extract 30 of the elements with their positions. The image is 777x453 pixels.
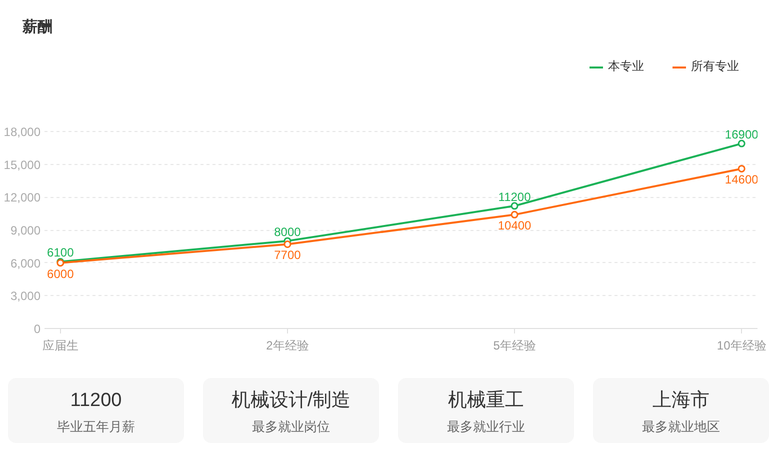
text: 最多就业行业 xyxy=(446,418,526,436)
y-tick-label: 0 xyxy=(34,322,41,336)
x-tick-label: 5年经验 xyxy=(493,338,536,352)
x-tick-label: 应届生 xyxy=(42,338,78,352)
chart-title: 薪酬 xyxy=(22,18,52,36)
data-label: 7700 xyxy=(274,248,302,262)
data-label: 6000 xyxy=(47,266,74,281)
data-label: 8000 xyxy=(274,224,302,239)
text: 毕业五年月薪 xyxy=(56,418,136,436)
text: 机械设计/制造 xyxy=(230,389,352,413)
data-label: 6100 xyxy=(47,246,74,260)
data-label: 14600 xyxy=(724,172,759,187)
text: 11200 xyxy=(69,389,123,413)
y-tick-label: 6,000 xyxy=(10,256,41,270)
text: 最多就业地区 xyxy=(641,418,721,436)
legend-label: 所有专业 xyxy=(691,58,739,75)
x-tick-label: 10年经验 xyxy=(716,338,766,352)
legend-label: 本专业 xyxy=(608,58,644,75)
text: 机械重工 xyxy=(447,389,525,413)
data-label: 16900 xyxy=(724,128,759,142)
text: 上海市 xyxy=(652,389,710,413)
y-tick-label: 15,000 xyxy=(4,158,41,172)
data-label: 10400 xyxy=(498,218,532,233)
y-tick-label: 18,000 xyxy=(4,125,41,139)
data-label: 11200 xyxy=(498,190,532,204)
y-tick-label: 9,000 xyxy=(10,224,41,238)
y-tick-label: 12,000 xyxy=(4,190,41,205)
y-tick-label: 3,000 xyxy=(10,289,41,304)
x-tick-label: 2年经验 xyxy=(266,338,309,352)
text: 最多就业岗位 xyxy=(251,418,331,436)
